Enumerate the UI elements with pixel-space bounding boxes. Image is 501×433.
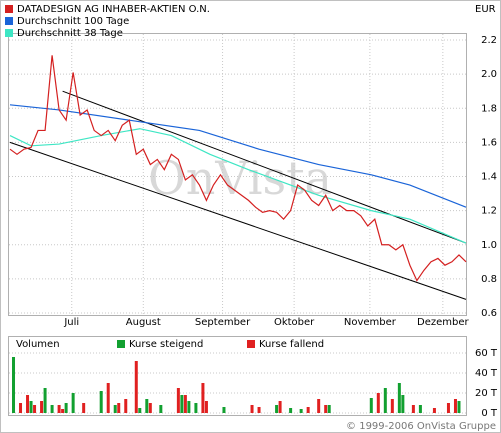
- volume-bar: [183, 395, 187, 413]
- volume-bar: [446, 403, 450, 413]
- volume-bar: [432, 408, 436, 413]
- volume-bar: [201, 383, 205, 413]
- volume-bar: [204, 401, 208, 413]
- volume-frame: [8, 336, 467, 416]
- volume-bar: [40, 401, 44, 413]
- volume-bar: [26, 395, 30, 413]
- volume-bar: [187, 401, 191, 413]
- volume-bar: [250, 405, 254, 413]
- volume-bar: [113, 405, 117, 413]
- watermark: OnVista: [148, 151, 332, 205]
- volume-bar: [257, 407, 261, 413]
- legend-label: Kurse steigend: [129, 339, 203, 350]
- volume-bar: [222, 407, 226, 413]
- volume-bar: [99, 391, 103, 413]
- unit-label: EUR: [475, 4, 496, 15]
- volume-bar: [57, 405, 61, 413]
- volume-bar: [159, 405, 163, 413]
- x-tick-label: Juli: [63, 317, 79, 328]
- volume-bar: [299, 409, 303, 413]
- y-tick-label: 60 T: [475, 348, 498, 359]
- volume-bar: [50, 405, 54, 413]
- volume-bar: [411, 405, 415, 413]
- volume-bar: [194, 403, 198, 413]
- volume-bar: [64, 403, 68, 413]
- legend-swatch: [117, 340, 125, 348]
- volume-bar: [369, 398, 373, 413]
- y-tick-label: 40 T: [475, 368, 498, 379]
- volume-bar: [401, 395, 405, 413]
- volume-bar: [418, 405, 422, 413]
- volume-bar: [134, 361, 138, 413]
- volume-bar: [138, 408, 142, 413]
- y-tick-label: 1.0: [481, 240, 497, 251]
- x-tick-label: August: [126, 317, 161, 328]
- volume-bar: [278, 401, 282, 413]
- y-tick-label: 0 T: [481, 408, 498, 419]
- x-tick-label: September: [195, 317, 251, 328]
- volume-bar: [145, 399, 149, 413]
- y-tick-label: 1.6: [481, 137, 497, 148]
- legend-label: Durchschnitt 38 Tage: [17, 28, 123, 39]
- trend-line: [9, 141, 467, 300]
- trend-line: [62, 90, 467, 244]
- volume-bar: [176, 388, 180, 413]
- volume-bar: [457, 401, 461, 413]
- volume-bar: [33, 405, 37, 413]
- volume-bar: [390, 399, 394, 413]
- x-tick-label: November: [344, 317, 397, 328]
- legend-swatch: [5, 29, 13, 37]
- y-tick-label: 0.6: [481, 308, 497, 319]
- volume-bar: [124, 399, 128, 413]
- legend-label: Kurse fallend: [259, 339, 324, 350]
- x-tick-label: Oktober: [274, 317, 315, 328]
- volume-bar: [327, 405, 331, 413]
- y-tick-label: 2.2: [481, 35, 497, 46]
- volume-bar: [82, 403, 86, 413]
- volume-title: Volumen: [16, 339, 60, 350]
- price-line: [9, 128, 467, 244]
- volume-bar: [106, 383, 110, 413]
- y-tick-label: 1.2: [481, 206, 497, 217]
- volume-bar: [61, 409, 65, 413]
- price-line: [9, 55, 467, 282]
- volume-bar: [289, 408, 293, 413]
- volume-bar: [71, 393, 75, 413]
- volume-bar: [376, 393, 380, 413]
- volume-bar: [12, 357, 16, 413]
- volume-bar: [19, 403, 23, 413]
- y-tick-label: 1.4: [481, 172, 497, 183]
- y-tick-label: 0.8: [481, 274, 497, 285]
- legend-swatch: [5, 17, 13, 25]
- volume-bar: [117, 403, 121, 413]
- volume-bar: [306, 407, 310, 413]
- y-tick-label: 1.8: [481, 103, 497, 114]
- price-frame: [8, 33, 467, 316]
- y-tick-label: 20 T: [475, 388, 498, 399]
- volume-bar: [453, 399, 457, 413]
- volume-bar: [324, 405, 328, 413]
- volume-bar: [43, 388, 47, 413]
- volume-bar: [180, 395, 184, 413]
- legend-swatch: [247, 340, 255, 348]
- copyright: © 1999-2006 OnVista Gruppe: [346, 421, 496, 432]
- volume-bar: [148, 403, 152, 413]
- volume-bar: [397, 383, 401, 413]
- legend-label: DATADESIGN AG INHABER-AKTIEN O.N.: [17, 4, 210, 15]
- legend-swatch: [5, 5, 13, 13]
- y-tick-label: 2.0: [481, 69, 497, 80]
- legend-label: Durchschnitt 100 Tage: [17, 16, 129, 27]
- volume-bar: [383, 388, 387, 413]
- volume-bar: [275, 405, 279, 413]
- volume-bar: [29, 401, 33, 413]
- x-tick-label: Dezember: [417, 317, 469, 328]
- volume-bar: [317, 399, 321, 413]
